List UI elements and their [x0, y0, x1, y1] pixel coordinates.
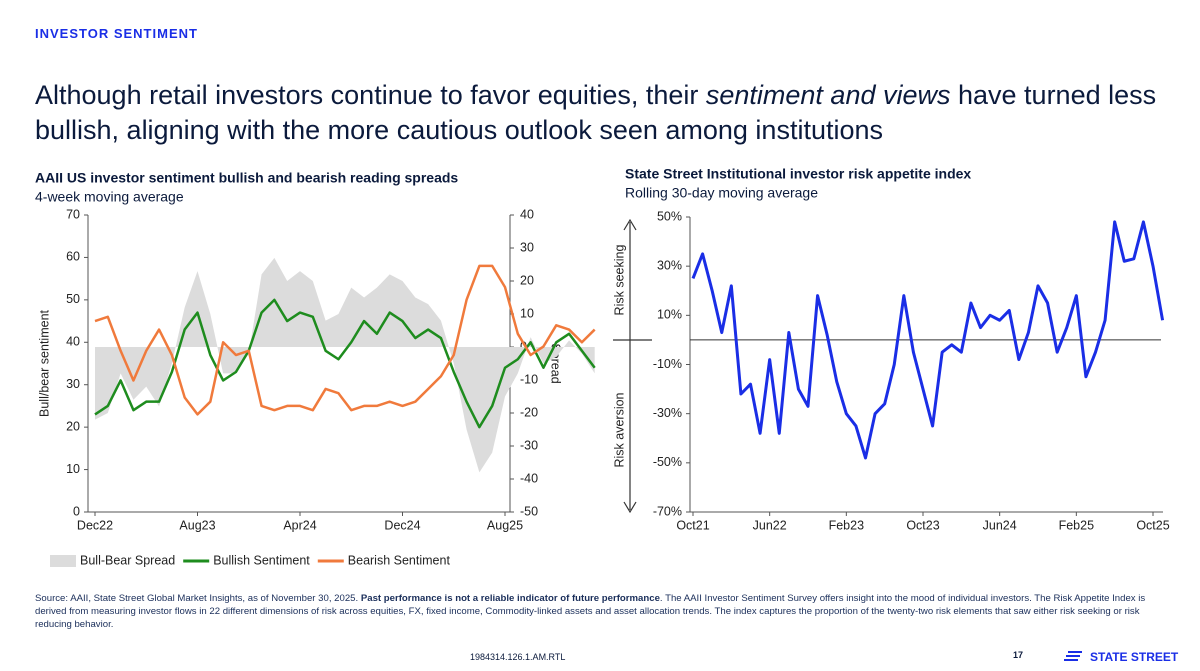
- legend-label: Bull-Bear Spread: [80, 553, 175, 567]
- y2-tick-label: 40: [520, 207, 534, 221]
- y-tick-label: 40: [66, 335, 80, 349]
- section-label: INVESTOR SENTIMENT: [35, 26, 198, 41]
- x-tick-label: Aug23: [179, 518, 215, 532]
- source-bold: Past performance is not a reliable indic…: [360, 593, 660, 604]
- source-note: Source: AAII, State Street Global Market…: [35, 592, 1175, 631]
- legend-label: Bearish Sentiment: [348, 553, 451, 567]
- x-tick-label: Dec22: [77, 518, 113, 532]
- x-tick-label: Jun24: [983, 518, 1017, 532]
- y2-tick-label: -50: [520, 504, 538, 518]
- page-number: 17: [1013, 650, 1024, 660]
- chart-title: AAII US investor sentiment bullish and b…: [35, 170, 458, 186]
- y-tick-label: 30%: [657, 258, 682, 272]
- risk-arrows: [613, 218, 652, 514]
- y2-tick-label: -10: [520, 372, 538, 386]
- series-line: [691, 220, 1165, 460]
- y2-tick-label: -20: [520, 405, 538, 419]
- headline: Although retail investors continue to fa…: [35, 78, 1175, 148]
- side-label: Risk aversion: [612, 392, 626, 467]
- y-tick-label: -70%: [653, 504, 682, 518]
- y-axis-title: Bull/bear sentiment: [37, 309, 51, 417]
- legend-swatch: [50, 555, 76, 567]
- y-tick-label: 60: [66, 250, 80, 264]
- series-line: [94, 264, 596, 416]
- y-tick-label: -50%: [653, 455, 682, 469]
- y-tick-label: 20: [66, 419, 80, 433]
- source-text: Source: AAII, State Street Global Market…: [35, 593, 361, 604]
- y2-tick-label: 20: [520, 273, 534, 287]
- headline-text: Although retail investors continue to fa…: [35, 80, 706, 110]
- y-tick-label: 10: [66, 462, 80, 476]
- chart-title: State Street Institutional investor risk…: [625, 166, 971, 182]
- x-tick-label: Oct21: [676, 518, 709, 532]
- y2-tick-label: 30: [520, 240, 534, 254]
- chart-subtitle: 4-week moving average: [35, 189, 184, 205]
- y-tick-label: 50: [66, 292, 80, 306]
- series-line: [94, 298, 596, 429]
- logo-mark: [1064, 651, 1082, 661]
- y-tick-label: 30: [66, 377, 80, 391]
- source-text: . The AAII Investor Sentiment Survey off…: [35, 593, 1146, 630]
- x-tick-label: Feb25: [1059, 518, 1094, 532]
- legend-label: Bullish Sentiment: [213, 553, 310, 567]
- x-tick-label: Aug25: [487, 518, 523, 532]
- headline-text: have turned less bullish, aligning with …: [35, 80, 1157, 145]
- x-tick-label: Oct23: [906, 518, 939, 532]
- x-tick-label: Apr24: [283, 518, 316, 532]
- y2-tick-label: -30: [520, 438, 538, 452]
- y-tick-label: 10%: [657, 308, 682, 322]
- y-tick-label: 0: [73, 504, 80, 518]
- chart-subtitle: Rolling 30-day moving average: [625, 185, 818, 201]
- x-tick-label: Feb23: [829, 518, 864, 532]
- x-tick-label: Jun22: [753, 518, 787, 532]
- y2-tick-label: 0: [520, 339, 527, 353]
- spread-area: [95, 257, 595, 473]
- y-tick-label: 50%: [657, 209, 682, 223]
- x-tick-label: Oct25: [1136, 518, 1169, 532]
- x-tick-label: Dec24: [384, 518, 420, 532]
- headline-emphasis: sentiment and views: [705, 80, 951, 110]
- y2-tick-label: 10: [520, 306, 534, 320]
- y-tick-label: -30%: [653, 406, 682, 420]
- logo: STATE STREET: [1090, 650, 1179, 664]
- doc-code: 1984314.126.1.AM.RTL: [470, 652, 566, 662]
- y-tick-label: -10%: [653, 357, 682, 371]
- y2-tick-label: -40: [520, 471, 538, 485]
- side-label: Risk seeking: [612, 245, 626, 316]
- y-tick-label: 70: [66, 207, 80, 221]
